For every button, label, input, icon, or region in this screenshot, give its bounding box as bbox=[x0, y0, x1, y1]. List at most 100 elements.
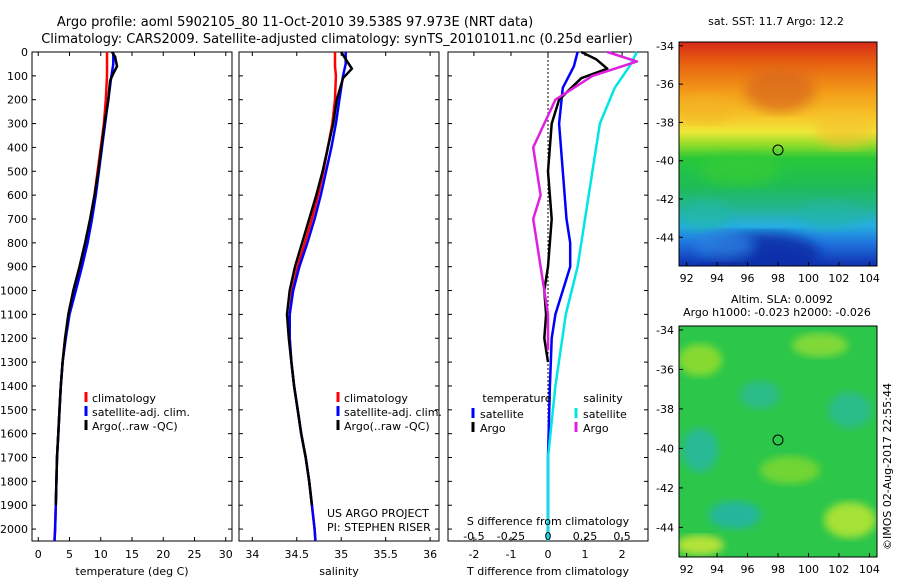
temperature-xtick-label: 25 bbox=[188, 548, 202, 561]
map-xtick-label: 102 bbox=[828, 272, 849, 285]
map-ytick-label: -40 bbox=[656, 155, 674, 168]
difference-xtick-label: 2 bbox=[619, 548, 626, 561]
legend-label: Argo(..raw -QC) bbox=[344, 420, 430, 433]
legend-label: climatology bbox=[92, 392, 156, 405]
sst-argo-marker bbox=[772, 144, 784, 156]
ytick-label: 700 bbox=[7, 213, 28, 226]
temperature-xtick-label: 5 bbox=[66, 548, 73, 561]
ytick-label: 400 bbox=[7, 141, 28, 154]
temperature-xtick-label: 20 bbox=[156, 548, 170, 561]
ytick-label: 1700 bbox=[0, 452, 28, 465]
salinity-xlabel: salinity bbox=[319, 565, 359, 578]
temperature-xlabel: temperature (deg C) bbox=[75, 565, 188, 578]
map-xtick-label: 92 bbox=[680, 272, 694, 285]
annotation-pi: PI: STEPHEN RISER bbox=[327, 521, 431, 534]
panel-salinity: 34 34.5 35 35.5 36 salinity climatologysatelli… bbox=[238, 51, 442, 578]
ytick-label: 1300 bbox=[0, 356, 28, 369]
map-xtick-label: 96 bbox=[741, 272, 755, 285]
map-xtick-label: 98 bbox=[771, 272, 785, 285]
legend-label: satellite-adj. clim. bbox=[92, 406, 190, 419]
salinity-axes-frame bbox=[238, 51, 440, 542]
ytick-label: 1800 bbox=[0, 475, 28, 488]
map-ytick-label: -34 bbox=[656, 40, 674, 53]
series-temperature-satellite bbox=[546, 51, 579, 541]
temperature-xtick-label: 10 bbox=[94, 548, 108, 561]
map-ytick-label: -36 bbox=[656, 78, 674, 91]
ytick-label: 0 bbox=[21, 46, 28, 59]
difference-xtick-label: -1 bbox=[505, 548, 516, 561]
footer-credit: ©IMOS 02-Aug-2017 22:55:44 bbox=[881, 383, 894, 550]
ytick-label: 1100 bbox=[0, 308, 28, 321]
difference-xtick-label: -2 bbox=[468, 548, 479, 561]
temperature-axes-frame bbox=[31, 51, 233, 542]
map-xtick-label: 94 bbox=[710, 272, 724, 285]
legend-label: climatology bbox=[344, 392, 408, 405]
map-xtick-label: 104 bbox=[859, 563, 880, 576]
x2tick-label: 0.25 bbox=[573, 530, 598, 543]
sst_map-axes: 92 94 96 98 100 102 104 -34 -36 -38 -40 -42 -44 bbox=[656, 40, 880, 285]
sla-argo-marker bbox=[772, 434, 784, 446]
map-ytick-label: -42 bbox=[656, 193, 674, 206]
map-ytick-label: -44 bbox=[656, 231, 674, 244]
ytick-label: 900 bbox=[7, 261, 28, 274]
sla-subtitle: Argo h1000: -0.023 h2000: -0.026 bbox=[683, 306, 871, 319]
sst-title: sat. SST: 11.7 Argo: 12.2 bbox=[708, 15, 844, 28]
salinity-xtick-label: 35 bbox=[334, 548, 348, 561]
x2tick-label: 0 bbox=[545, 530, 552, 543]
legend-label: satellite bbox=[583, 408, 627, 421]
map-xtick-label: 100 bbox=[798, 272, 819, 285]
map-ytick-label: -38 bbox=[656, 403, 674, 416]
sla_map-axes: 92 94 96 98 100 102 104 -34 -36 -38 -40 -42 -44 bbox=[656, 324, 880, 576]
ytick-label: 100 bbox=[7, 70, 28, 83]
ytick-label: 1900 bbox=[0, 499, 28, 512]
legend-label: Argo(..raw -QC) bbox=[92, 420, 178, 433]
header-line2: Climatology: CARS2009. Satellite-adjuste… bbox=[41, 32, 633, 47]
ytick-label: 1000 bbox=[0, 285, 28, 298]
ytick-label: 1200 bbox=[0, 332, 28, 345]
panel-temperature: 0100200300400500600700800900100011001200… bbox=[0, 46, 233, 578]
series-argo-raw-qc- bbox=[54, 51, 119, 506]
ytick-label: 200 bbox=[7, 94, 28, 107]
x2tick-label: -0.5 bbox=[463, 530, 484, 543]
map-xtick-label: 100 bbox=[798, 563, 819, 576]
map-ytick-label: -36 bbox=[656, 363, 674, 376]
legend-label: satellite-adj. clim. bbox=[344, 406, 442, 419]
map-xtick-label: 98 bbox=[771, 563, 785, 576]
ytick-label: 1400 bbox=[0, 380, 28, 393]
header-line1: Argo profile: aoml 5902105_80 11-Oct-201… bbox=[57, 15, 533, 30]
ytick-label: 600 bbox=[7, 189, 28, 202]
map-xtick-label: 102 bbox=[828, 563, 849, 576]
map-ytick-label: -40 bbox=[656, 442, 674, 455]
ytick-label: 1500 bbox=[0, 404, 28, 417]
series-argo-raw-qc- bbox=[285, 51, 354, 506]
series-temperature-argo bbox=[543, 50, 609, 363]
map-ytick-label: -44 bbox=[656, 521, 674, 534]
salinity-xtick-label: 35.5 bbox=[373, 548, 398, 561]
map-xtick-label: 94 bbox=[710, 563, 724, 576]
sla-title: Altim. SLA: 0.0092 bbox=[731, 293, 833, 306]
difference-xtick-label: 0 bbox=[545, 548, 552, 561]
temperature-xtick-label: 0 bbox=[35, 548, 42, 561]
ytick-label: 1600 bbox=[0, 428, 28, 441]
legend-title-salinity: salinity bbox=[583, 392, 623, 405]
legend-label: satellite bbox=[480, 408, 524, 421]
panel-difference: -2 -1 0 1 2 T difference from climatology temp… bbox=[447, 50, 649, 578]
salinity-xtick-label: 34.5 bbox=[285, 548, 310, 561]
map-ytick-label: -42 bbox=[656, 482, 674, 495]
sst-heatmap bbox=[679, 42, 877, 266]
legend-label: Argo bbox=[480, 422, 506, 435]
x2label: S difference from climatology bbox=[467, 515, 630, 528]
map-xtick-label: 92 bbox=[680, 563, 694, 576]
ytick-label: 500 bbox=[7, 165, 28, 178]
legend-title-temperature: temperature bbox=[482, 392, 551, 405]
map-ytick-label: -34 bbox=[656, 324, 674, 337]
salinity-xtick-label: 36 bbox=[423, 548, 437, 561]
temperature-xtick-label: 30 bbox=[219, 548, 233, 561]
ytick-label: 2000 bbox=[0, 523, 28, 536]
ytick-label: 300 bbox=[7, 118, 28, 131]
salinity-xtick-label: 34 bbox=[245, 548, 259, 561]
legend-label: Argo bbox=[583, 422, 609, 435]
ytick-label: 800 bbox=[7, 237, 28, 250]
difference-xlabel: T difference from climatology bbox=[466, 565, 629, 578]
